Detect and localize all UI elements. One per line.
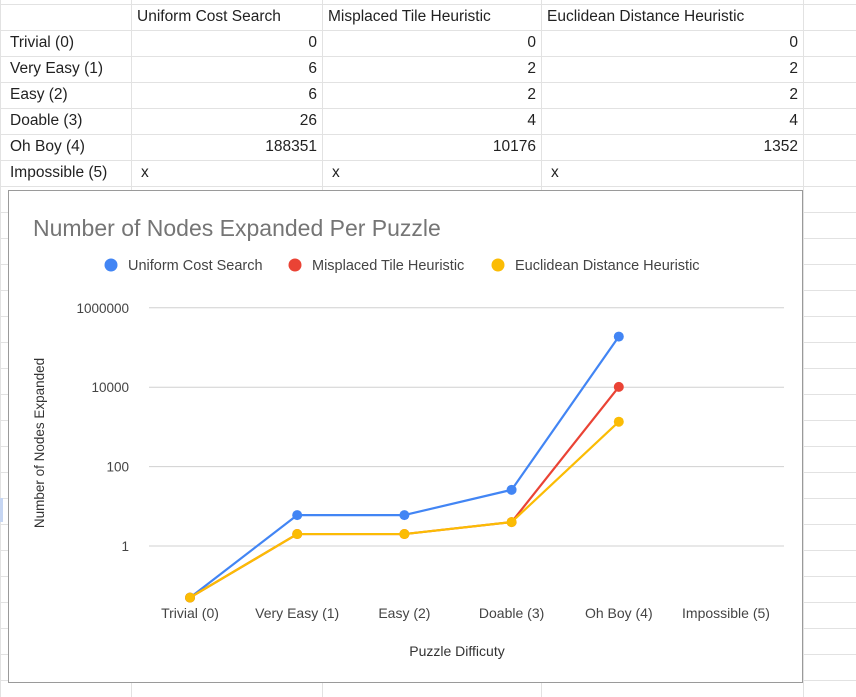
data-cell[interactable]: 0 xyxy=(308,34,317,51)
chart-canvas: Number of Nodes Expanded Per Puzzle Unifo… xyxy=(32,215,784,659)
data-point[interactable] xyxy=(613,416,624,427)
data-point[interactable] xyxy=(613,381,624,392)
data-cell[interactable]: 1352 xyxy=(763,138,798,155)
data-cell[interactable]: 6 xyxy=(308,60,317,77)
x-tick-label: Easy (2) xyxy=(378,605,430,621)
series-1 xyxy=(185,381,624,603)
data-cell[interactable]: x xyxy=(551,164,559,181)
data-cell[interactable]: 0 xyxy=(527,34,536,51)
data-point[interactable] xyxy=(506,484,517,495)
y-axis-label: Number of Nodes Expanded xyxy=(32,358,47,528)
series-line xyxy=(189,386,620,599)
row-label-cell[interactable]: Easy (2) xyxy=(10,86,68,103)
data-cell[interactable]: 6 xyxy=(308,86,317,103)
x-tick-label: Oh Boy (4) xyxy=(585,605,653,621)
legend-item[interactable]: Uniform Cost Search xyxy=(104,258,263,274)
y-tick-label: 1000000 xyxy=(76,301,129,316)
data-cell[interactable]: 0 xyxy=(789,34,798,51)
data-cell[interactable]: 2 xyxy=(527,60,536,77)
data-cell[interactable]: 188351 xyxy=(265,138,317,155)
row-label-cell[interactable]: Impossible (5) xyxy=(10,164,108,181)
x-tick-label: Doable (3) xyxy=(479,605,544,621)
data-cell[interactable]: 4 xyxy=(789,112,798,129)
data-point[interactable] xyxy=(185,592,195,603)
row-label-cell[interactable]: Doable (3) xyxy=(10,112,83,129)
y-tick-label: 100 xyxy=(106,460,129,475)
data-point[interactable] xyxy=(399,529,410,540)
data-point[interactable] xyxy=(506,517,517,528)
data-point[interactable] xyxy=(613,331,624,342)
series-2 xyxy=(185,416,624,603)
data-cell[interactable]: x xyxy=(332,164,340,181)
legend-marker xyxy=(288,258,302,272)
data-cell[interactable]: 2 xyxy=(789,60,798,77)
data-point[interactable] xyxy=(399,510,410,521)
data-cell[interactable]: 2 xyxy=(789,86,798,103)
data-cell[interactable]: 4 xyxy=(527,112,536,129)
data-point[interactable] xyxy=(292,529,303,540)
series-line xyxy=(189,420,620,599)
data-cell[interactable]: 26 xyxy=(299,112,317,129)
legend-label: Misplaced Tile Heuristic xyxy=(312,258,464,274)
legend-label: Uniform Cost Search xyxy=(128,258,263,274)
column-header-cell[interactable]: Misplaced Tile Heuristic xyxy=(328,8,491,25)
x-tick-label: Impossible (5) xyxy=(682,605,770,621)
column-header-cell[interactable]: Uniform Cost Search xyxy=(137,8,281,25)
legend-item[interactable]: Misplaced Tile Heuristic xyxy=(288,258,465,274)
x-tick-label: Very Easy (1) xyxy=(255,605,339,621)
row-label-cell[interactable]: Very Easy (1) xyxy=(10,60,104,77)
legend-marker xyxy=(104,258,118,272)
chart-title: Number of Nodes Expanded Per Puzzle xyxy=(33,215,441,241)
y-tick-label: 1 xyxy=(121,539,129,554)
x-tick-label: Trivial (0) xyxy=(161,605,219,621)
line-chart[interactable]: Number of Nodes Expanded Per Puzzle Unifo… xyxy=(8,190,803,683)
y-tick-label: 10000 xyxy=(91,380,129,395)
data-cell[interactable]: 10176 xyxy=(492,138,536,155)
data-point[interactable] xyxy=(292,510,303,521)
legend-marker xyxy=(491,258,505,272)
x-axis-label: Puzzle Difficuty xyxy=(409,643,504,659)
column-header-cell[interactable]: Euclidean Distance Heuristic xyxy=(547,8,745,25)
row-label-cell[interactable]: Trivial (0) xyxy=(10,34,75,51)
data-cell[interactable]: 2 xyxy=(527,86,536,103)
data-cell[interactable]: x xyxy=(141,164,149,181)
row-label-cell[interactable]: Oh Boy (4) xyxy=(10,138,85,155)
legend-item[interactable]: Euclidean Distance Heuristic xyxy=(491,258,700,274)
legend-label: Euclidean Distance Heuristic xyxy=(515,258,700,274)
